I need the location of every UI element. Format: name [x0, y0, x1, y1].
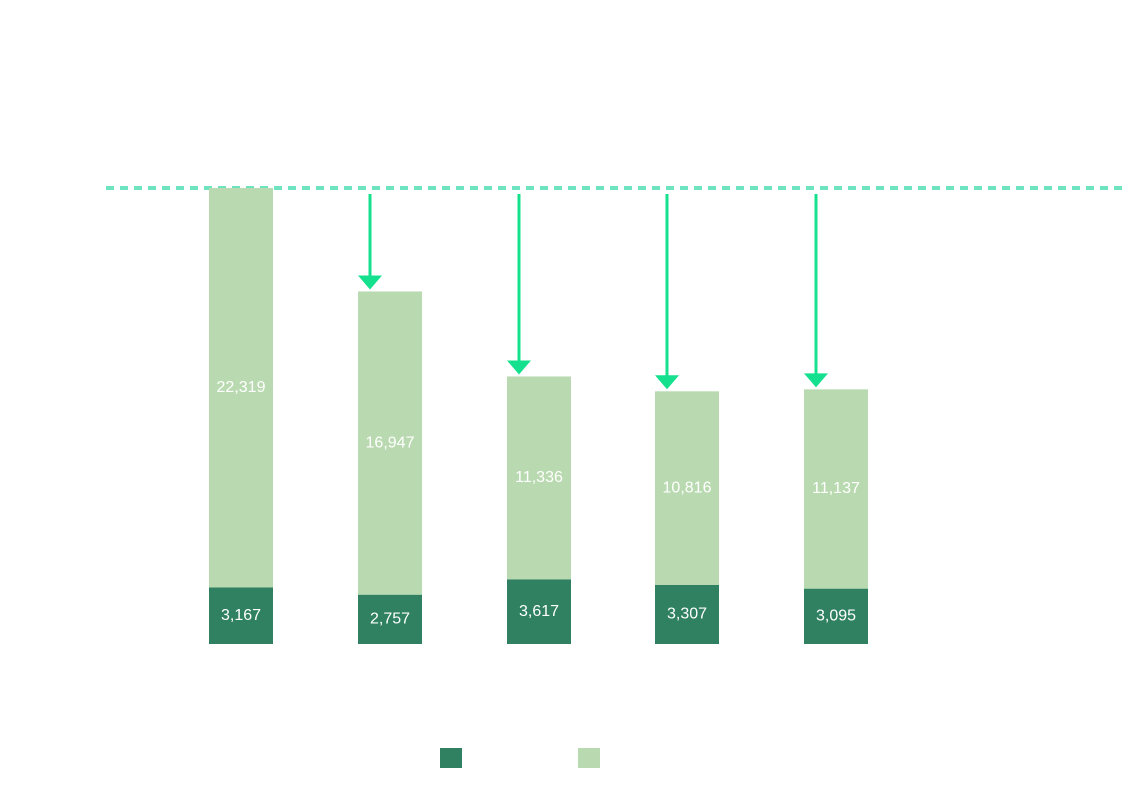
arrow-head-1: [507, 360, 531, 375]
data-label-series-1-cat-4: 11,137: [812, 480, 860, 497]
arrow-head-0: [358, 275, 382, 290]
legend-swatch-series-0: [440, 748, 462, 768]
data-label-series-0-cat-1: 2,757: [370, 611, 410, 628]
data-labels-layer: 3,167 22,319 2,757 16,947 3,617 11,336 3,307 10…: [217, 379, 860, 628]
bars-layer: [209, 188, 868, 644]
bar-series-0-cat-2: [507, 579, 571, 644]
data-label-series-0-cat-3: 3,307: [667, 606, 707, 623]
data-label-series-1-cat-3: 10,816: [663, 479, 712, 496]
arrows-layer: [358, 194, 828, 390]
data-label-series-1-cat-0: 22,319: [217, 379, 266, 396]
bar-series-0-cat-1: [358, 594, 422, 644]
bar-series-1-cat-4: [804, 389, 868, 589]
bar-series-0-cat-4: [804, 588, 868, 644]
bar-series-1-cat-1: [358, 291, 422, 595]
arrow-head-2: [655, 375, 679, 390]
bar-series-1-cat-3: [655, 391, 719, 585]
legend-swatch-series-1: [578, 748, 600, 768]
data-label-series-0-cat-2: 3,617: [519, 603, 559, 620]
data-label-series-1-cat-2: 11,336: [515, 469, 563, 486]
arrow-head-3: [804, 373, 828, 388]
data-label-series-0-cat-0: 3,167: [221, 607, 261, 624]
legend: [440, 748, 600, 768]
bar-series-1-cat-0: [209, 188, 273, 588]
data-label-series-1-cat-1: 16,947: [366, 434, 415, 451]
data-label-series-0-cat-4: 3,095: [816, 608, 856, 625]
bar-series-1-cat-2: [507, 376, 571, 580]
bar-series-0-cat-0: [209, 587, 273, 644]
bar-series-0-cat-3: [655, 584, 719, 644]
